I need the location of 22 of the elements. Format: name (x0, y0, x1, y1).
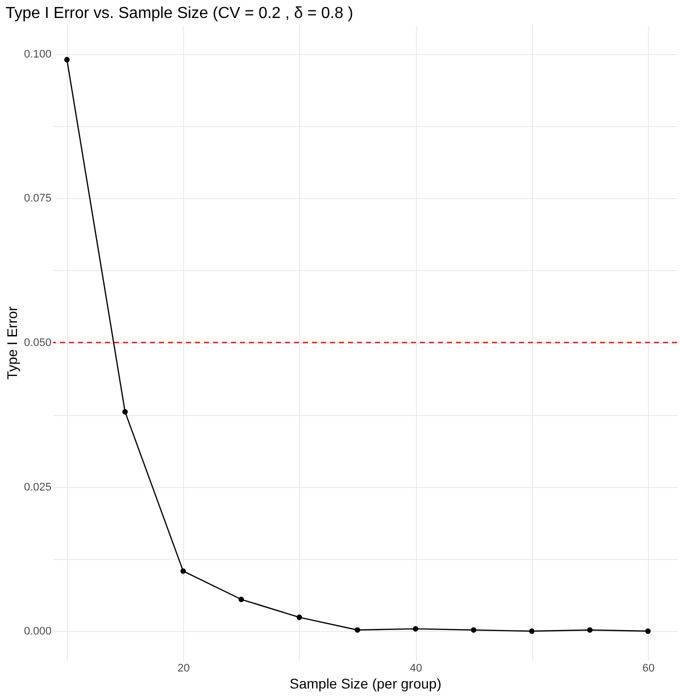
y-tick-label: 0.050 (24, 337, 52, 349)
y-tick-label: 0.000 (24, 626, 52, 638)
point (412, 626, 418, 632)
x-axis-title: Sample Size (per group) (290, 676, 442, 692)
x-tick-label: 60 (642, 662, 655, 674)
point (529, 628, 534, 634)
x-tick-label: 40 (410, 662, 422, 674)
y-tick-label: 0.100 (24, 48, 52, 60)
point (122, 409, 128, 415)
x-tick-label: 20 (178, 662, 190, 674)
point (470, 627, 476, 633)
chart-title: Type I Error vs. Sample Size (CV = 0.2 , δ = 0.8 ) (5, 5, 354, 22)
point (645, 628, 651, 634)
y-tick-label: 0.075 (24, 192, 52, 205)
point (296, 614, 302, 620)
point (354, 627, 360, 633)
y-axis-title: Type I Error (4, 306, 20, 380)
point (64, 56, 70, 62)
point (180, 568, 186, 574)
point (238, 596, 244, 602)
point (587, 627, 593, 633)
y-tick-label: 0.025 (24, 481, 52, 494)
